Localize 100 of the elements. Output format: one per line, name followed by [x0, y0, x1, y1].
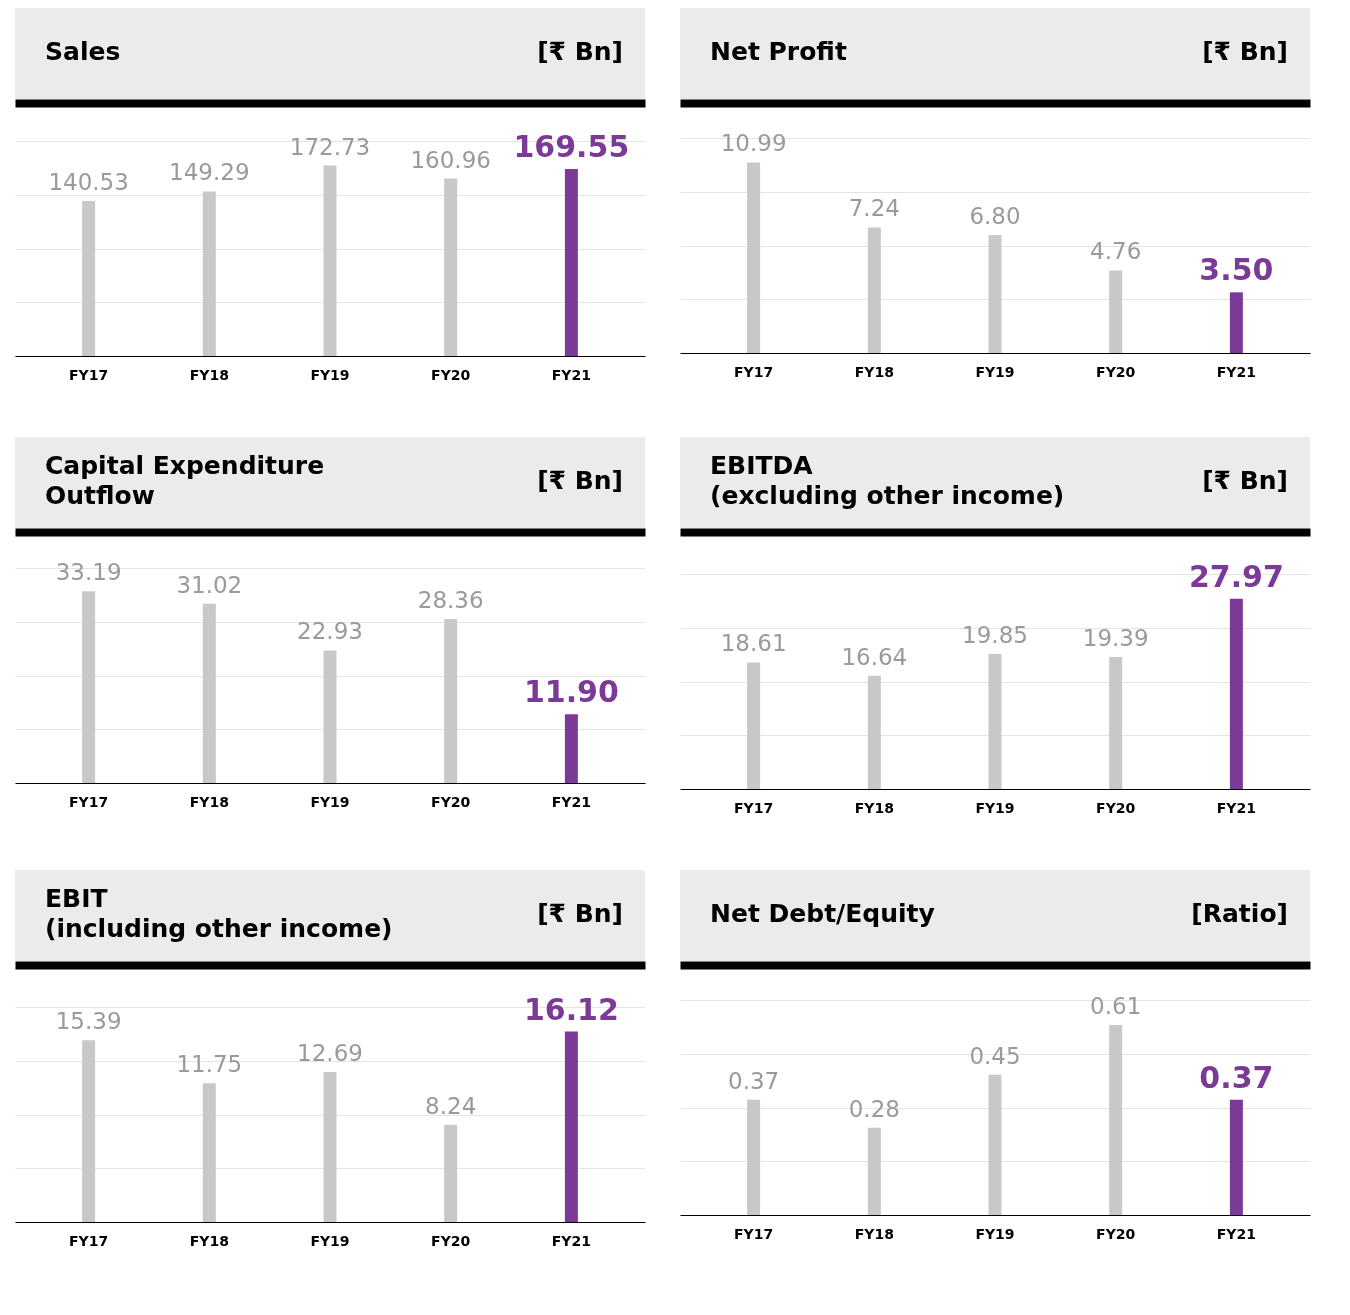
data-label: 28.36: [417, 587, 484, 614]
data-label: 7.24: [848, 195, 900, 222]
bar: [444, 619, 458, 783]
y-axis-title: [₹ Bn]: [537, 898, 623, 928]
bar: [1109, 1024, 1123, 1215]
y-axis-title: [₹ Bn]: [1202, 465, 1288, 495]
y-axis-title: [Ratio]: [1191, 898, 1288, 928]
chart-title: Capital Expenditure Outflow: [45, 450, 325, 510]
bar: [747, 162, 761, 353]
x-tick-label: FY19: [975, 799, 1015, 816]
bar: [1109, 270, 1123, 353]
x-tick-label: FY17: [69, 793, 109, 810]
bar: [202, 191, 216, 356]
x-tick-label: FY21: [1216, 363, 1256, 380]
x-tick-label: FY18: [854, 363, 894, 380]
bar: [747, 1099, 761, 1215]
x-tick-label: FY17: [734, 1225, 774, 1242]
bar: [867, 227, 881, 353]
bar: [202, 1083, 216, 1222]
y-axis-title: [₹ Bn]: [1202, 36, 1288, 66]
x-tick-label: FY19: [310, 793, 350, 810]
data-label: 19.39: [1082, 625, 1149, 652]
bar: [988, 235, 1002, 353]
x-tick-label: FY18: [189, 793, 229, 810]
x-tick-label: FY20: [1096, 799, 1136, 816]
bar: [988, 1074, 1002, 1215]
chart-title: Sales: [45, 36, 121, 66]
bar: [867, 675, 881, 789]
data-label: 11.90: [523, 674, 619, 710]
data-label: 16.64: [841, 643, 908, 670]
x-tick-label: FY19: [975, 1225, 1015, 1242]
data-label: 27.97: [1188, 558, 1284, 594]
bar: [867, 1127, 881, 1215]
x-tick-label: FY21: [1216, 1225, 1256, 1242]
x-tick-label: FY19: [310, 366, 350, 383]
x-tick-label: FY18: [189, 1232, 229, 1249]
x-tick-label: FY19: [310, 1232, 350, 1249]
data-label: 0.61: [1090, 992, 1142, 1019]
x-tick-label: FY18: [854, 1225, 894, 1242]
chart-title: Net Debt/Equity: [710, 898, 935, 928]
bar: [564, 714, 578, 783]
data-label: 160.96: [410, 146, 491, 173]
x-tick-label: FY17: [734, 799, 774, 816]
data-label: 11.75: [176, 1051, 243, 1078]
bar: [323, 650, 337, 783]
y-axis-title: [₹ Bn]: [537, 36, 623, 66]
data-label: 6.80: [969, 203, 1021, 230]
y-axis-title: [₹ Bn]: [537, 465, 623, 495]
bar: [1229, 1099, 1243, 1215]
x-tick-label: FY21: [551, 366, 591, 383]
x-tick-label: FY17: [734, 363, 774, 380]
data-label: 18.61: [720, 630, 787, 657]
bar: [323, 165, 337, 356]
x-tick-label: FY18: [189, 366, 229, 383]
data-label: 12.69: [297, 1040, 363, 1067]
data-label: 0.28: [848, 1095, 900, 1122]
chart-title: EBITDA (excluding other income): [710, 450, 1065, 510]
data-label: 8.24: [425, 1092, 477, 1119]
data-label: 10.99: [720, 130, 787, 157]
bar: [323, 1072, 337, 1222]
data-label: 33.19: [55, 559, 122, 586]
bar: [988, 653, 1002, 789]
x-tick-label: FY20: [1096, 363, 1136, 380]
bar: [564, 1031, 578, 1222]
bar: [82, 201, 96, 356]
bar: [82, 1040, 96, 1222]
data-label: 169.55: [513, 129, 630, 165]
bar: [1109, 657, 1123, 789]
bar: [444, 178, 458, 356]
data-label: 22.93: [297, 618, 363, 645]
data-label: 3.50: [1199, 252, 1274, 288]
x-tick-label: FY20: [431, 366, 471, 383]
data-label: 0.37: [1199, 1059, 1274, 1095]
x-tick-label: FY18: [854, 799, 894, 816]
data-label: 19.85: [962, 621, 1028, 648]
x-tick-label: FY17: [69, 366, 109, 383]
bar: [202, 603, 216, 783]
data-label: 0.45: [969, 1042, 1021, 1069]
x-tick-label: FY17: [69, 1232, 109, 1249]
x-tick-label: FY20: [431, 793, 471, 810]
x-tick-label: FY20: [431, 1232, 471, 1249]
data-label: 15.39: [55, 1008, 122, 1035]
data-label: 172.73: [289, 133, 371, 160]
x-tick-label: FY20: [1096, 1225, 1136, 1242]
chart-title: EBIT (including other income): [45, 883, 393, 943]
data-label: 31.02: [176, 571, 243, 598]
data-label: 4.76: [1090, 238, 1142, 265]
bar: [1229, 598, 1243, 789]
x-tick-label: FY21: [551, 1232, 591, 1249]
data-label: 0.37: [728, 1067, 780, 1094]
bar: [747, 662, 761, 789]
x-tick-label: FY21: [551, 793, 591, 810]
data-label: 149.29: [169, 159, 250, 186]
bar: [444, 1124, 458, 1222]
bar: [564, 169, 578, 356]
data-label: 140.53: [48, 169, 129, 196]
bar: [82, 591, 96, 783]
x-tick-label: FY19: [975, 363, 1015, 380]
bar: [1229, 292, 1243, 353]
data-label: 16.12: [523, 991, 619, 1027]
